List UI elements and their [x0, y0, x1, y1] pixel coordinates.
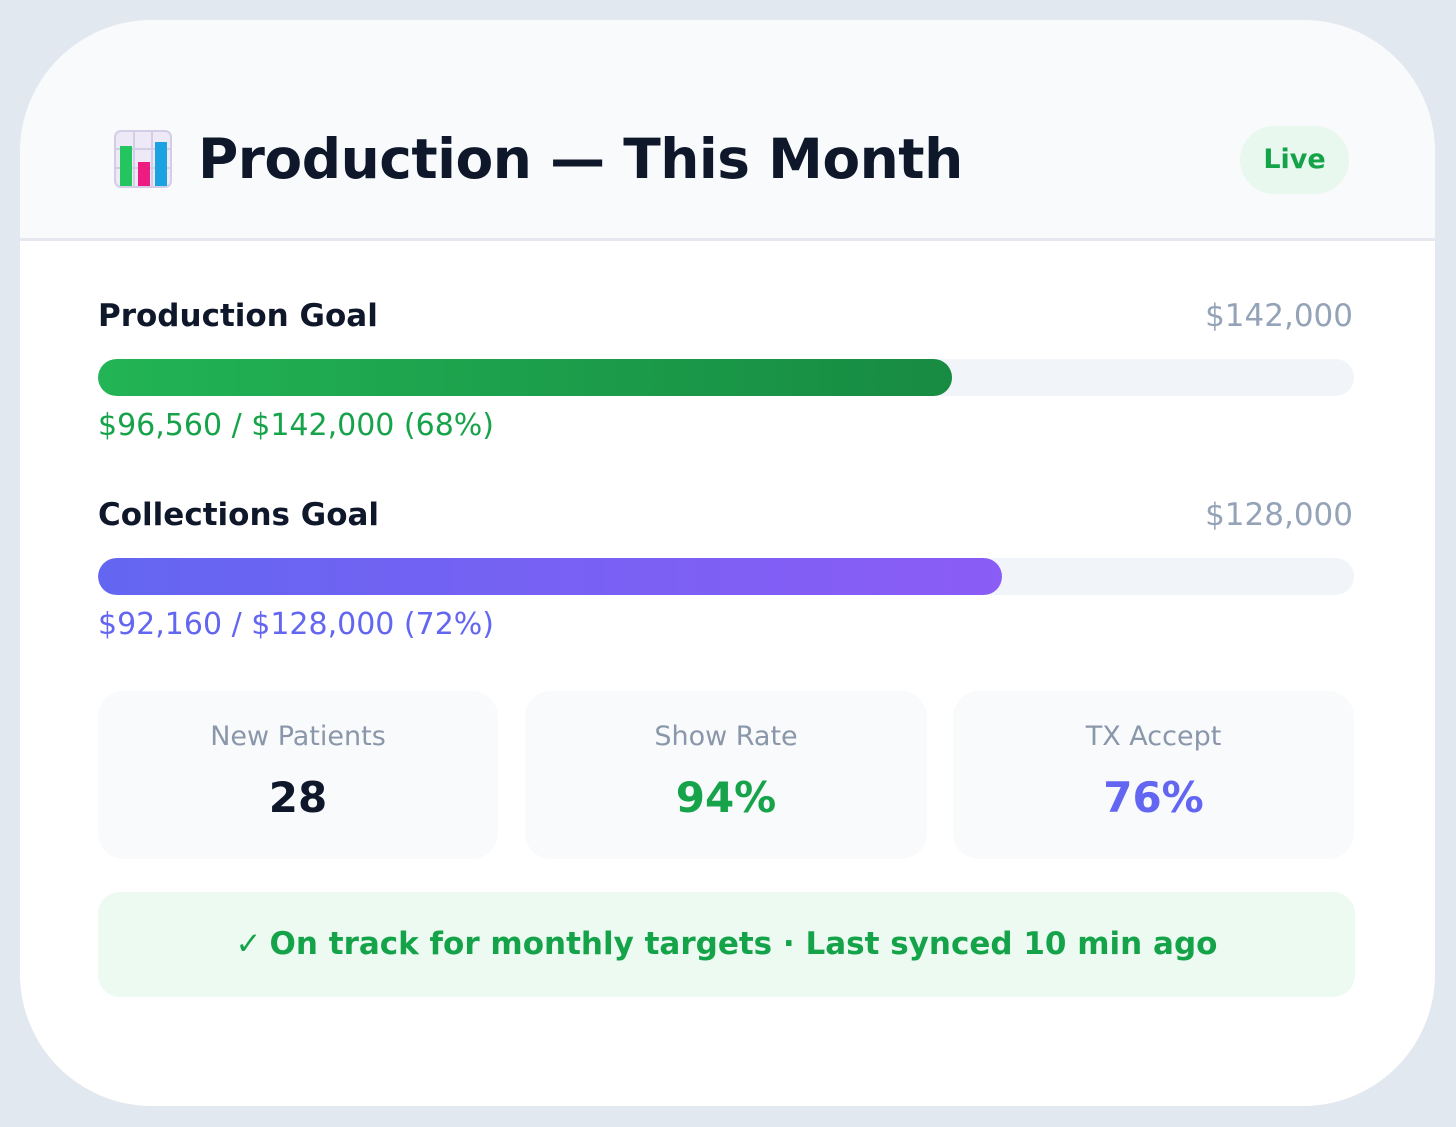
collections-goal-label: Collections Goal: [98, 497, 380, 533]
card-header: Production — This Month Live: [20, 20, 1435, 241]
production-progress-text: $96,560 / $142,000 (68%): [98, 408, 495, 443]
production-goal-target: $142,000: [1205, 298, 1353, 334]
stat-show-rate: Show Rate 94%: [525, 691, 927, 859]
collections-goal-target: $128,000: [1205, 497, 1353, 533]
live-badge: Live: [1240, 126, 1349, 194]
stat-value: 76%: [1103, 773, 1204, 822]
stat-label: New Patients: [210, 721, 386, 752]
collections-progress-fill: [98, 558, 1003, 595]
status-text: On track for monthly targets · Last sync…: [269, 926, 1218, 962]
production-progress-track: [98, 359, 1354, 396]
stat-value: 94%: [675, 773, 777, 822]
bar-chart-icon: [114, 130, 172, 188]
stat-label: TX Accept: [1085, 721, 1222, 752]
collections-progress-text: $92,160 / $128,000 (72%): [98, 607, 495, 642]
collections-progress-track: [98, 558, 1354, 595]
production-goal-label: Production Goal: [98, 298, 378, 334]
card-title: Production — This Month: [198, 127, 963, 191]
checkmark-icon: ✓: [235, 926, 262, 962]
stat-tx-accept: TX Accept 76%: [953, 691, 1354, 859]
production-progress-fill: [98, 359, 953, 396]
production-card: Production — This Month Live Production …: [20, 20, 1435, 1106]
stat-value: 28: [268, 773, 328, 822]
stat-label: Show Rate: [654, 721, 798, 752]
sync-status-banner: ✓ On track for monthly targets · Last syn…: [98, 892, 1355, 997]
stat-new-patients: New Patients 28: [98, 691, 498, 859]
